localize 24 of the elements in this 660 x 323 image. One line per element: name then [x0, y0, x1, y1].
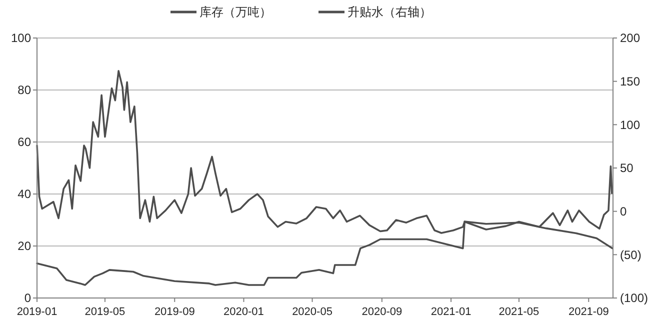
x-tick-label: 2019-09	[154, 306, 195, 318]
legend-label: 升贴水（右轴）	[348, 5, 432, 20]
y-tick-label: 80	[18, 83, 32, 98]
y2-tick-label: (100)	[620, 291, 648, 306]
x-tick-label: 2020-05	[292, 306, 332, 318]
x-tick-label: 2020-09	[362, 306, 402, 318]
y2-tick-label: (50)	[620, 248, 642, 262]
x-tick-label: 2021-05	[498, 306, 540, 318]
y2-tick-label: 0	[620, 204, 627, 219]
y2-tick-label: 100	[620, 118, 640, 132]
y-tick-label: 40	[18, 187, 32, 202]
y2-tick-label: 150	[620, 74, 640, 89]
y2-tick-label: 50	[620, 161, 634, 176]
x-tick-label: 2021-09	[568, 306, 609, 318]
y-tick-label: 60	[18, 135, 32, 150]
legend-label: 库存（万吨）	[200, 5, 272, 20]
x-tick-label: 2019-01	[16, 306, 58, 318]
x-tick-label: 2019-05	[84, 306, 126, 318]
y-tick-label: 20	[18, 239, 32, 254]
x-tick-label: 2021-01	[430, 306, 472, 318]
y2-tick-label: 200	[620, 31, 640, 46]
x-tick-label: 2020-01	[224, 306, 264, 318]
y-tick-label: 0	[24, 291, 32, 306]
y-tick-label: 100	[10, 31, 32, 46]
